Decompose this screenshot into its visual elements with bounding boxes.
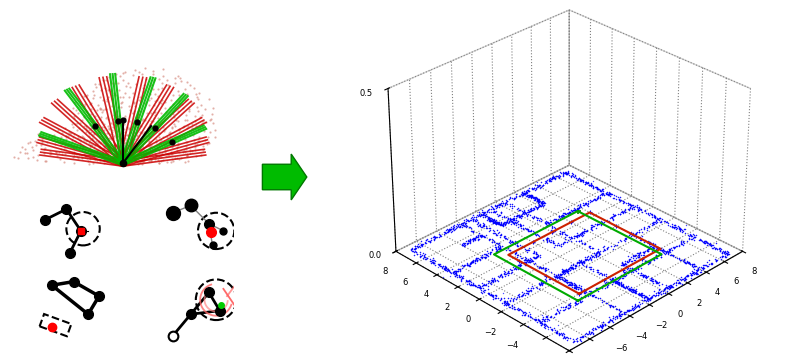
FancyArrow shape bbox=[262, 154, 307, 200]
